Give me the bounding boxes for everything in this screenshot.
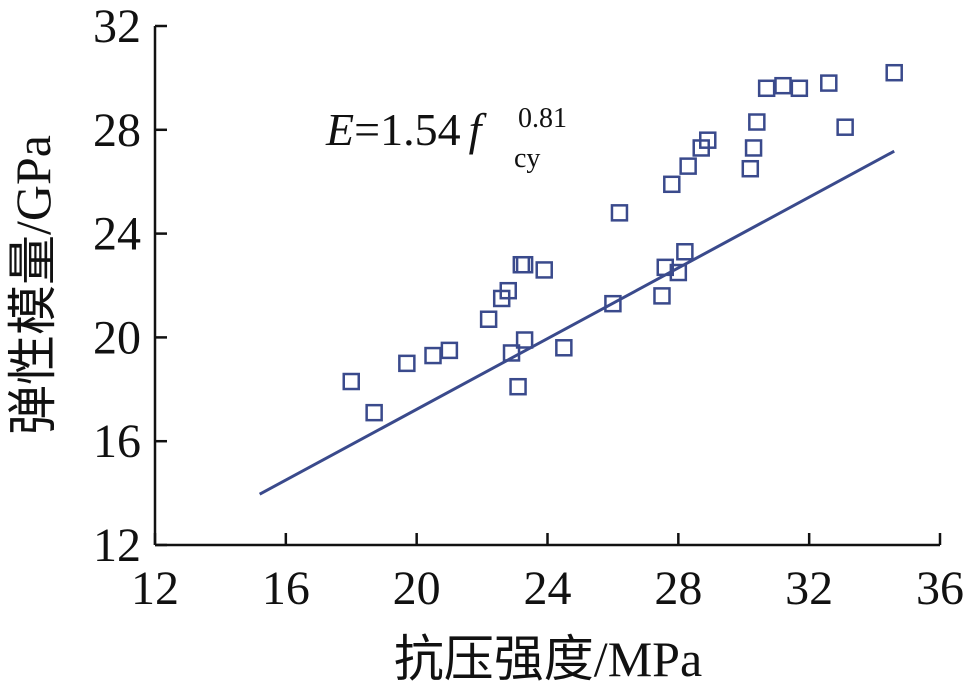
data-point bbox=[610, 204, 629, 222]
y-axis-title: 弹性模量/GPa bbox=[5, 135, 61, 435]
data-point bbox=[479, 310, 498, 328]
data-point bbox=[535, 261, 553, 279]
data-point bbox=[515, 255, 534, 274]
y-tick-label: 12 bbox=[93, 519, 141, 572]
x-tick-label: 24 bbox=[524, 562, 572, 615]
x-tick-label: 36 bbox=[916, 562, 964, 615]
y-tick-label: 24 bbox=[93, 208, 141, 261]
data-point bbox=[653, 287, 671, 305]
x-axis-title: 抗压强度/MPa bbox=[394, 631, 702, 685]
y-tick-label: 16 bbox=[93, 415, 141, 468]
equation-equals: = bbox=[354, 104, 380, 155]
equation-coefficient: 1.54 bbox=[380, 104, 461, 155]
data-point bbox=[515, 331, 534, 349]
y-tick-label: 28 bbox=[93, 104, 141, 157]
equation-lhs: E bbox=[325, 104, 354, 155]
x-tick-label: 20 bbox=[393, 562, 441, 615]
data-points bbox=[342, 63, 903, 422]
x-tick-label: 32 bbox=[785, 562, 833, 615]
data-point bbox=[656, 258, 674, 277]
data-point bbox=[679, 157, 697, 175]
data-point bbox=[790, 79, 809, 98]
data-point bbox=[748, 113, 766, 131]
data-point bbox=[398, 354, 416, 373]
y-tick-label: 32 bbox=[93, 0, 141, 53]
x-tick-label: 28 bbox=[654, 562, 702, 615]
axis-ticks: 12 16 20 24 28 32 36 12 16 20 24 28 32 bbox=[93, 0, 964, 615]
data-point bbox=[604, 294, 622, 313]
fit-equation: E=1.54 f bbox=[325, 104, 488, 155]
data-point bbox=[365, 403, 383, 422]
data-point bbox=[424, 346, 442, 365]
y-tick-label: 20 bbox=[93, 311, 141, 364]
data-point bbox=[744, 139, 763, 157]
data-point bbox=[757, 79, 776, 98]
x-tick-label: 16 bbox=[262, 562, 310, 615]
data-point bbox=[885, 63, 903, 82]
data-point bbox=[499, 281, 517, 300]
data-point bbox=[741, 159, 760, 178]
data-point bbox=[669, 263, 688, 282]
fit-curve bbox=[258, 149, 895, 496]
data-point bbox=[509, 377, 527, 396]
data-point bbox=[676, 243, 694, 261]
data-point bbox=[699, 131, 717, 149]
data-point bbox=[440, 341, 459, 360]
data-point bbox=[502, 344, 521, 362]
data-point bbox=[774, 76, 792, 95]
equation-variable: f bbox=[469, 104, 488, 155]
equation-exponent: 0.81 bbox=[518, 103, 567, 134]
data-point bbox=[342, 372, 360, 391]
data-point bbox=[663, 175, 681, 194]
data-point bbox=[836, 118, 854, 136]
data-point bbox=[555, 339, 573, 357]
x-tick-label: 12 bbox=[131, 562, 179, 615]
equation-subscript: cy bbox=[514, 143, 540, 174]
data-point bbox=[820, 74, 838, 92]
